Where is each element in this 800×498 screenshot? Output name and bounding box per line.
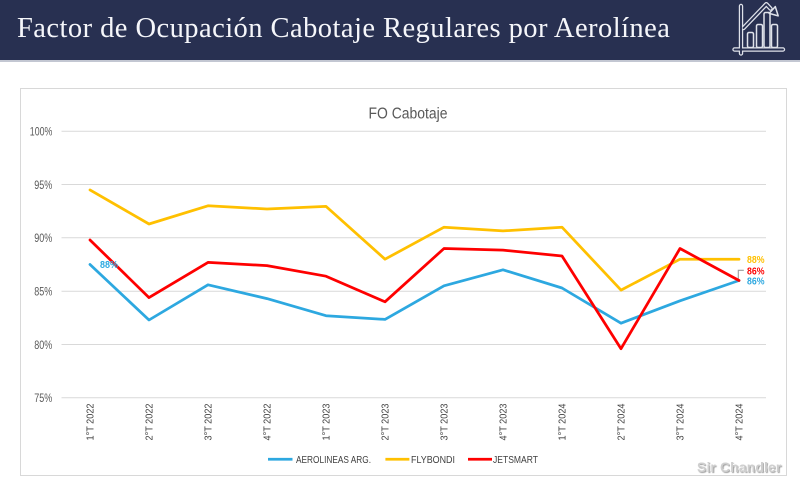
svg-text:88%: 88% xyxy=(100,259,119,271)
svg-text:1°T 2023: 1°T 2023 xyxy=(322,403,333,440)
svg-text:95%: 95% xyxy=(34,178,52,192)
svg-text:4°T 2024: 4°T 2024 xyxy=(735,403,746,440)
svg-text:80%: 80% xyxy=(34,338,52,352)
svg-text:100%: 100% xyxy=(30,125,53,139)
svg-text:2°T 2022: 2°T 2022 xyxy=(145,403,156,440)
svg-text:1°T 2024: 1°T 2024 xyxy=(558,403,569,440)
svg-text:JETSMART: JETSMART xyxy=(493,455,538,466)
svg-text:AEROLINEAS ARG.: AEROLINEAS ARG. xyxy=(296,455,371,466)
svg-text:86%: 86% xyxy=(747,265,765,277)
svg-text:3°T 2024: 3°T 2024 xyxy=(676,403,687,440)
svg-text:FLYBONDI: FLYBONDI xyxy=(411,455,455,466)
svg-text:2°T 2024: 2°T 2024 xyxy=(617,403,628,440)
svg-text:3°T 2023: 3°T 2023 xyxy=(440,403,451,440)
svg-text:3°T 2022: 3°T 2022 xyxy=(204,403,215,440)
svg-text:FO Cabotaje: FO Cabotaje xyxy=(369,106,448,123)
svg-text:90%: 90% xyxy=(34,231,52,245)
svg-text:86%: 86% xyxy=(747,276,765,288)
svg-text:88%: 88% xyxy=(747,254,765,266)
svg-text:4°T 2022: 4°T 2022 xyxy=(263,403,274,440)
svg-text:75%: 75% xyxy=(34,391,52,405)
svg-text:4°T 2023: 4°T 2023 xyxy=(499,403,510,440)
svg-text:85%: 85% xyxy=(34,285,52,299)
svg-text:2°T 2023: 2°T 2023 xyxy=(381,403,392,440)
svg-text:1°T 2022: 1°T 2022 xyxy=(86,403,97,440)
